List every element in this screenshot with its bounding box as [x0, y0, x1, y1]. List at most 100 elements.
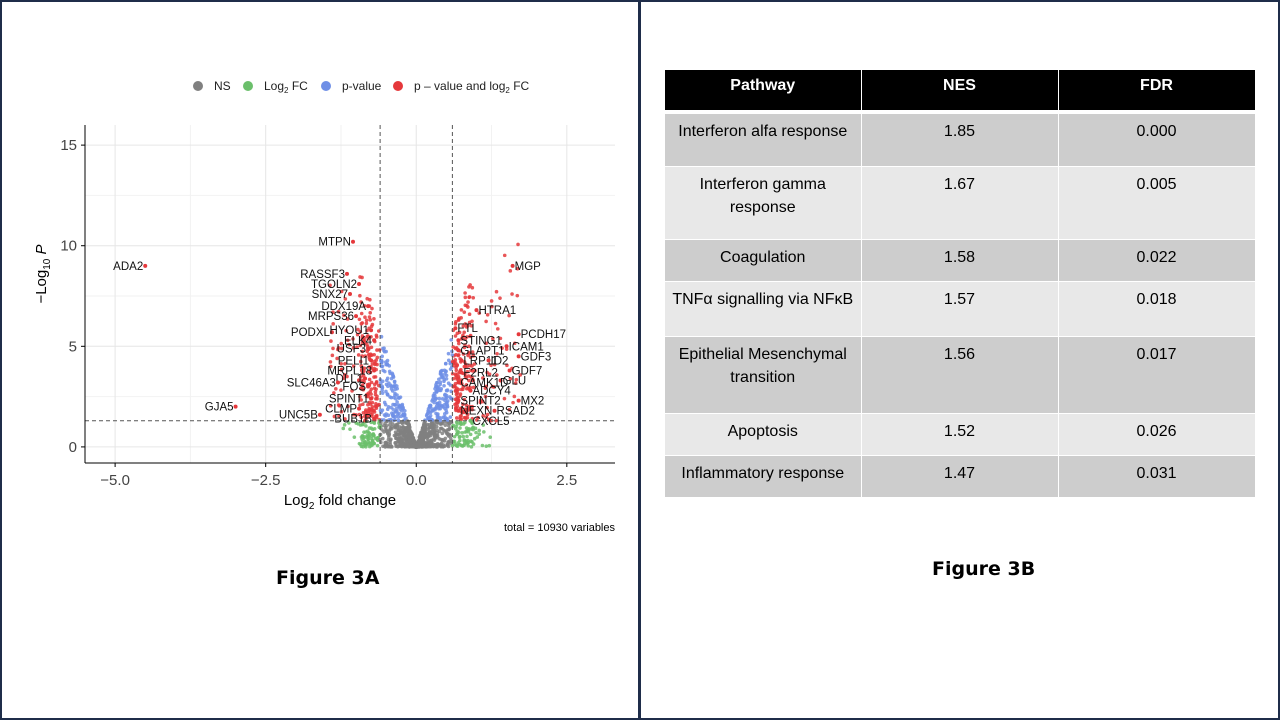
data-point	[362, 303, 367, 308]
data-point	[464, 429, 469, 434]
nes-cell: 1.57	[861, 281, 1059, 337]
data-point	[361, 402, 365, 407]
data-point	[393, 387, 398, 392]
data-point	[423, 429, 427, 433]
gene-label: FTL	[457, 323, 478, 335]
gene-label: RASSF3	[300, 269, 345, 281]
data-point	[458, 417, 462, 421]
data-point	[404, 440, 409, 445]
total-variables-note: total = 10930 variables	[504, 522, 615, 534]
data-point	[380, 428, 384, 432]
data-point	[482, 430, 486, 434]
gene-point-id2	[486, 358, 491, 363]
data-point	[467, 320, 472, 325]
data-point	[473, 368, 477, 373]
gene-point-gdf3	[516, 354, 521, 359]
data-point	[371, 441, 375, 445]
data-point	[463, 415, 468, 420]
data-point	[366, 352, 371, 357]
data-point	[365, 435, 369, 440]
pathway-cell: TNFα signalling via NFκB	[665, 281, 862, 337]
figure-3a-caption: Figure 3A	[276, 567, 380, 589]
data-point	[440, 404, 445, 408]
data-point	[332, 414, 337, 419]
fdr-cell: 0.017	[1058, 336, 1256, 414]
data-point	[374, 396, 378, 401]
data-point	[370, 407, 374, 411]
data-point	[498, 336, 503, 341]
data-point	[382, 413, 387, 417]
data-point	[438, 422, 443, 426]
data-point	[460, 430, 464, 435]
data-point	[493, 321, 498, 326]
data-point	[427, 422, 432, 427]
data-point	[463, 291, 467, 295]
data-point	[357, 412, 362, 417]
data-point	[467, 344, 471, 349]
data-point	[446, 432, 450, 436]
data-point	[513, 381, 518, 385]
data-point	[421, 444, 426, 449]
data-point	[507, 407, 512, 412]
data-point	[464, 362, 468, 367]
data-point	[458, 420, 463, 425]
gene-label: CXCL5	[472, 416, 509, 428]
nes-cell: 1.58	[861, 239, 1059, 282]
fdr-cell: 0.000	[1058, 114, 1256, 167]
data-point	[370, 306, 374, 311]
data-point	[391, 374, 395, 378]
data-point	[443, 436, 448, 441]
data-point	[459, 308, 464, 312]
data-point	[388, 395, 392, 399]
data-point	[465, 434, 469, 439]
data-point	[500, 346, 504, 350]
data-point	[384, 382, 389, 387]
gene-label: USF3	[337, 343, 366, 355]
data-point	[423, 423, 428, 427]
data-point	[438, 406, 443, 411]
gene-point-usf3	[366, 346, 371, 351]
data-point	[448, 420, 453, 425]
gene-label: HYOU1	[329, 325, 369, 337]
data-point	[396, 418, 401, 423]
gene-point-tgoln2	[357, 281, 362, 286]
gene-label: ICAM1	[509, 341, 544, 353]
data-point	[468, 432, 473, 437]
data-point	[378, 437, 383, 442]
data-point	[484, 341, 489, 346]
data-point	[431, 442, 436, 447]
data-point	[459, 337, 464, 341]
data-point	[492, 385, 496, 389]
data-point	[368, 318, 373, 322]
data-point	[426, 427, 430, 432]
data-point	[397, 439, 402, 444]
gene-label: ADCY4	[472, 386, 511, 398]
data-point	[415, 444, 419, 448]
gene-point-rsad2	[492, 408, 497, 413]
data-point	[388, 422, 392, 427]
data-point	[481, 376, 485, 380]
data-point	[380, 385, 385, 390]
data-point	[331, 322, 335, 326]
data-point	[339, 409, 344, 414]
data-point	[380, 391, 385, 395]
data-point	[402, 445, 407, 449]
data-point	[457, 317, 461, 322]
data-point	[465, 369, 470, 374]
gene-point-dll1	[363, 376, 368, 381]
data-point	[357, 378, 362, 383]
data-point	[439, 443, 443, 447]
data-point	[442, 383, 446, 388]
data-point	[428, 440, 432, 444]
data-point	[495, 373, 499, 377]
data-point	[339, 367, 344, 372]
data-point	[400, 442, 404, 447]
data-point	[432, 422, 437, 427]
data-point	[443, 406, 447, 411]
data-point	[368, 370, 373, 375]
data-point	[477, 311, 482, 315]
data-point	[454, 368, 459, 373]
data-point	[437, 377, 441, 382]
gene-label: SLC46A3	[287, 378, 336, 390]
data-point	[390, 426, 394, 431]
